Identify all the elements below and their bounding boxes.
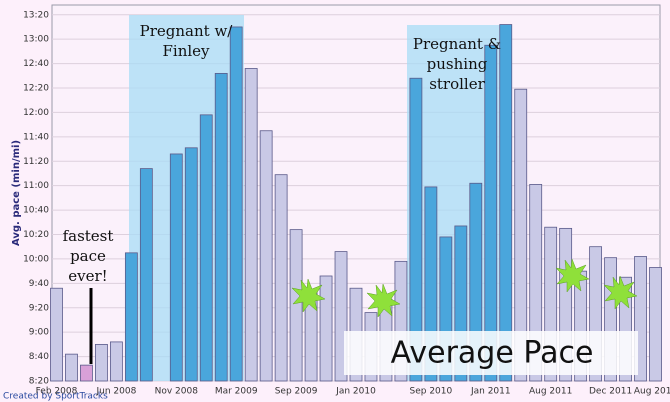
- bar: [259, 130, 273, 382]
- annotation: ever!: [68, 267, 107, 285]
- annotation: pace: [70, 247, 106, 265]
- x-tick-label: Jan 2011: [470, 387, 511, 397]
- bar: [199, 114, 213, 382]
- y-tick-label: 11:40: [23, 132, 49, 142]
- bar: [65, 353, 78, 382]
- star: [555, 258, 590, 293]
- bar: [124, 252, 138, 382]
- annotation: fastest: [63, 227, 114, 245]
- bar: [95, 343, 108, 382]
- y-tick-label: 13:00: [23, 35, 49, 45]
- stars: [291, 258, 638, 318]
- y-tick-label: 10:20: [23, 230, 49, 240]
- y-tick-label: 9:00: [29, 328, 49, 338]
- star: [603, 275, 638, 310]
- bar: [274, 174, 288, 382]
- annotation: stroller: [429, 75, 485, 93]
- overlay-title-box: [344, 331, 638, 375]
- y-tick-label: 9:40: [29, 279, 49, 289]
- y-tick-label: 9:20: [29, 303, 49, 313]
- bar: [184, 147, 198, 382]
- x-tick-label: Nov 2008: [155, 387, 199, 397]
- bar: [169, 153, 183, 382]
- overlay-title: Average Pace: [391, 336, 594, 371]
- star: [291, 278, 326, 313]
- annotation: pushing: [427, 55, 488, 73]
- x-tick-label: Sep 2010: [410, 387, 453, 397]
- x-tick-label: Dec 2011: [589, 387, 632, 397]
- x-tick-label: Aug 2011: [529, 387, 572, 397]
- y-tick-label: 13:20: [23, 10, 49, 20]
- y-tick-label: 12:40: [23, 59, 49, 69]
- y-tick-label: 11:00: [23, 181, 49, 191]
- annotation: Finley: [162, 42, 210, 60]
- x-tick-label: Sep 2009: [275, 387, 318, 397]
- x-tick-label: Jun 2008: [95, 387, 136, 397]
- bar: [484, 44, 498, 382]
- y-axis-label: Avg. pace (min/mi): [11, 140, 22, 246]
- star: [366, 283, 401, 318]
- y-tick-label: 12:00: [23, 108, 49, 118]
- x-tick-label: Mar 2009: [215, 387, 258, 397]
- bar: [289, 229, 303, 382]
- y-tick-label: 10:40: [23, 206, 49, 216]
- y-tick-label: 10:00: [23, 254, 49, 264]
- bar: [514, 88, 528, 382]
- bar: [244, 68, 258, 382]
- annotation: Pregnant &: [413, 35, 501, 53]
- bar: [409, 77, 423, 382]
- credit: Created by SportTracks: [3, 392, 108, 402]
- bar: [229, 26, 243, 382]
- bar: [80, 364, 93, 382]
- y-tick-label: 12:20: [23, 84, 49, 94]
- bar: [499, 24, 513, 382]
- x-tick-label: Jan 2010: [335, 387, 376, 397]
- bar: [50, 287, 63, 382]
- y-tick-label: 11:20: [23, 157, 49, 167]
- bar: [109, 341, 123, 382]
- bar: [214, 72, 228, 382]
- bar: [139, 168, 153, 382]
- y-tick-label: 8:40: [29, 352, 49, 362]
- x-tick-label: Feb 2008: [36, 387, 78, 397]
- annotation: Pregnant w/: [140, 22, 234, 40]
- y-tick-label: 8:20: [29, 377, 49, 387]
- bar: [319, 275, 333, 382]
- bar: [649, 267, 662, 382]
